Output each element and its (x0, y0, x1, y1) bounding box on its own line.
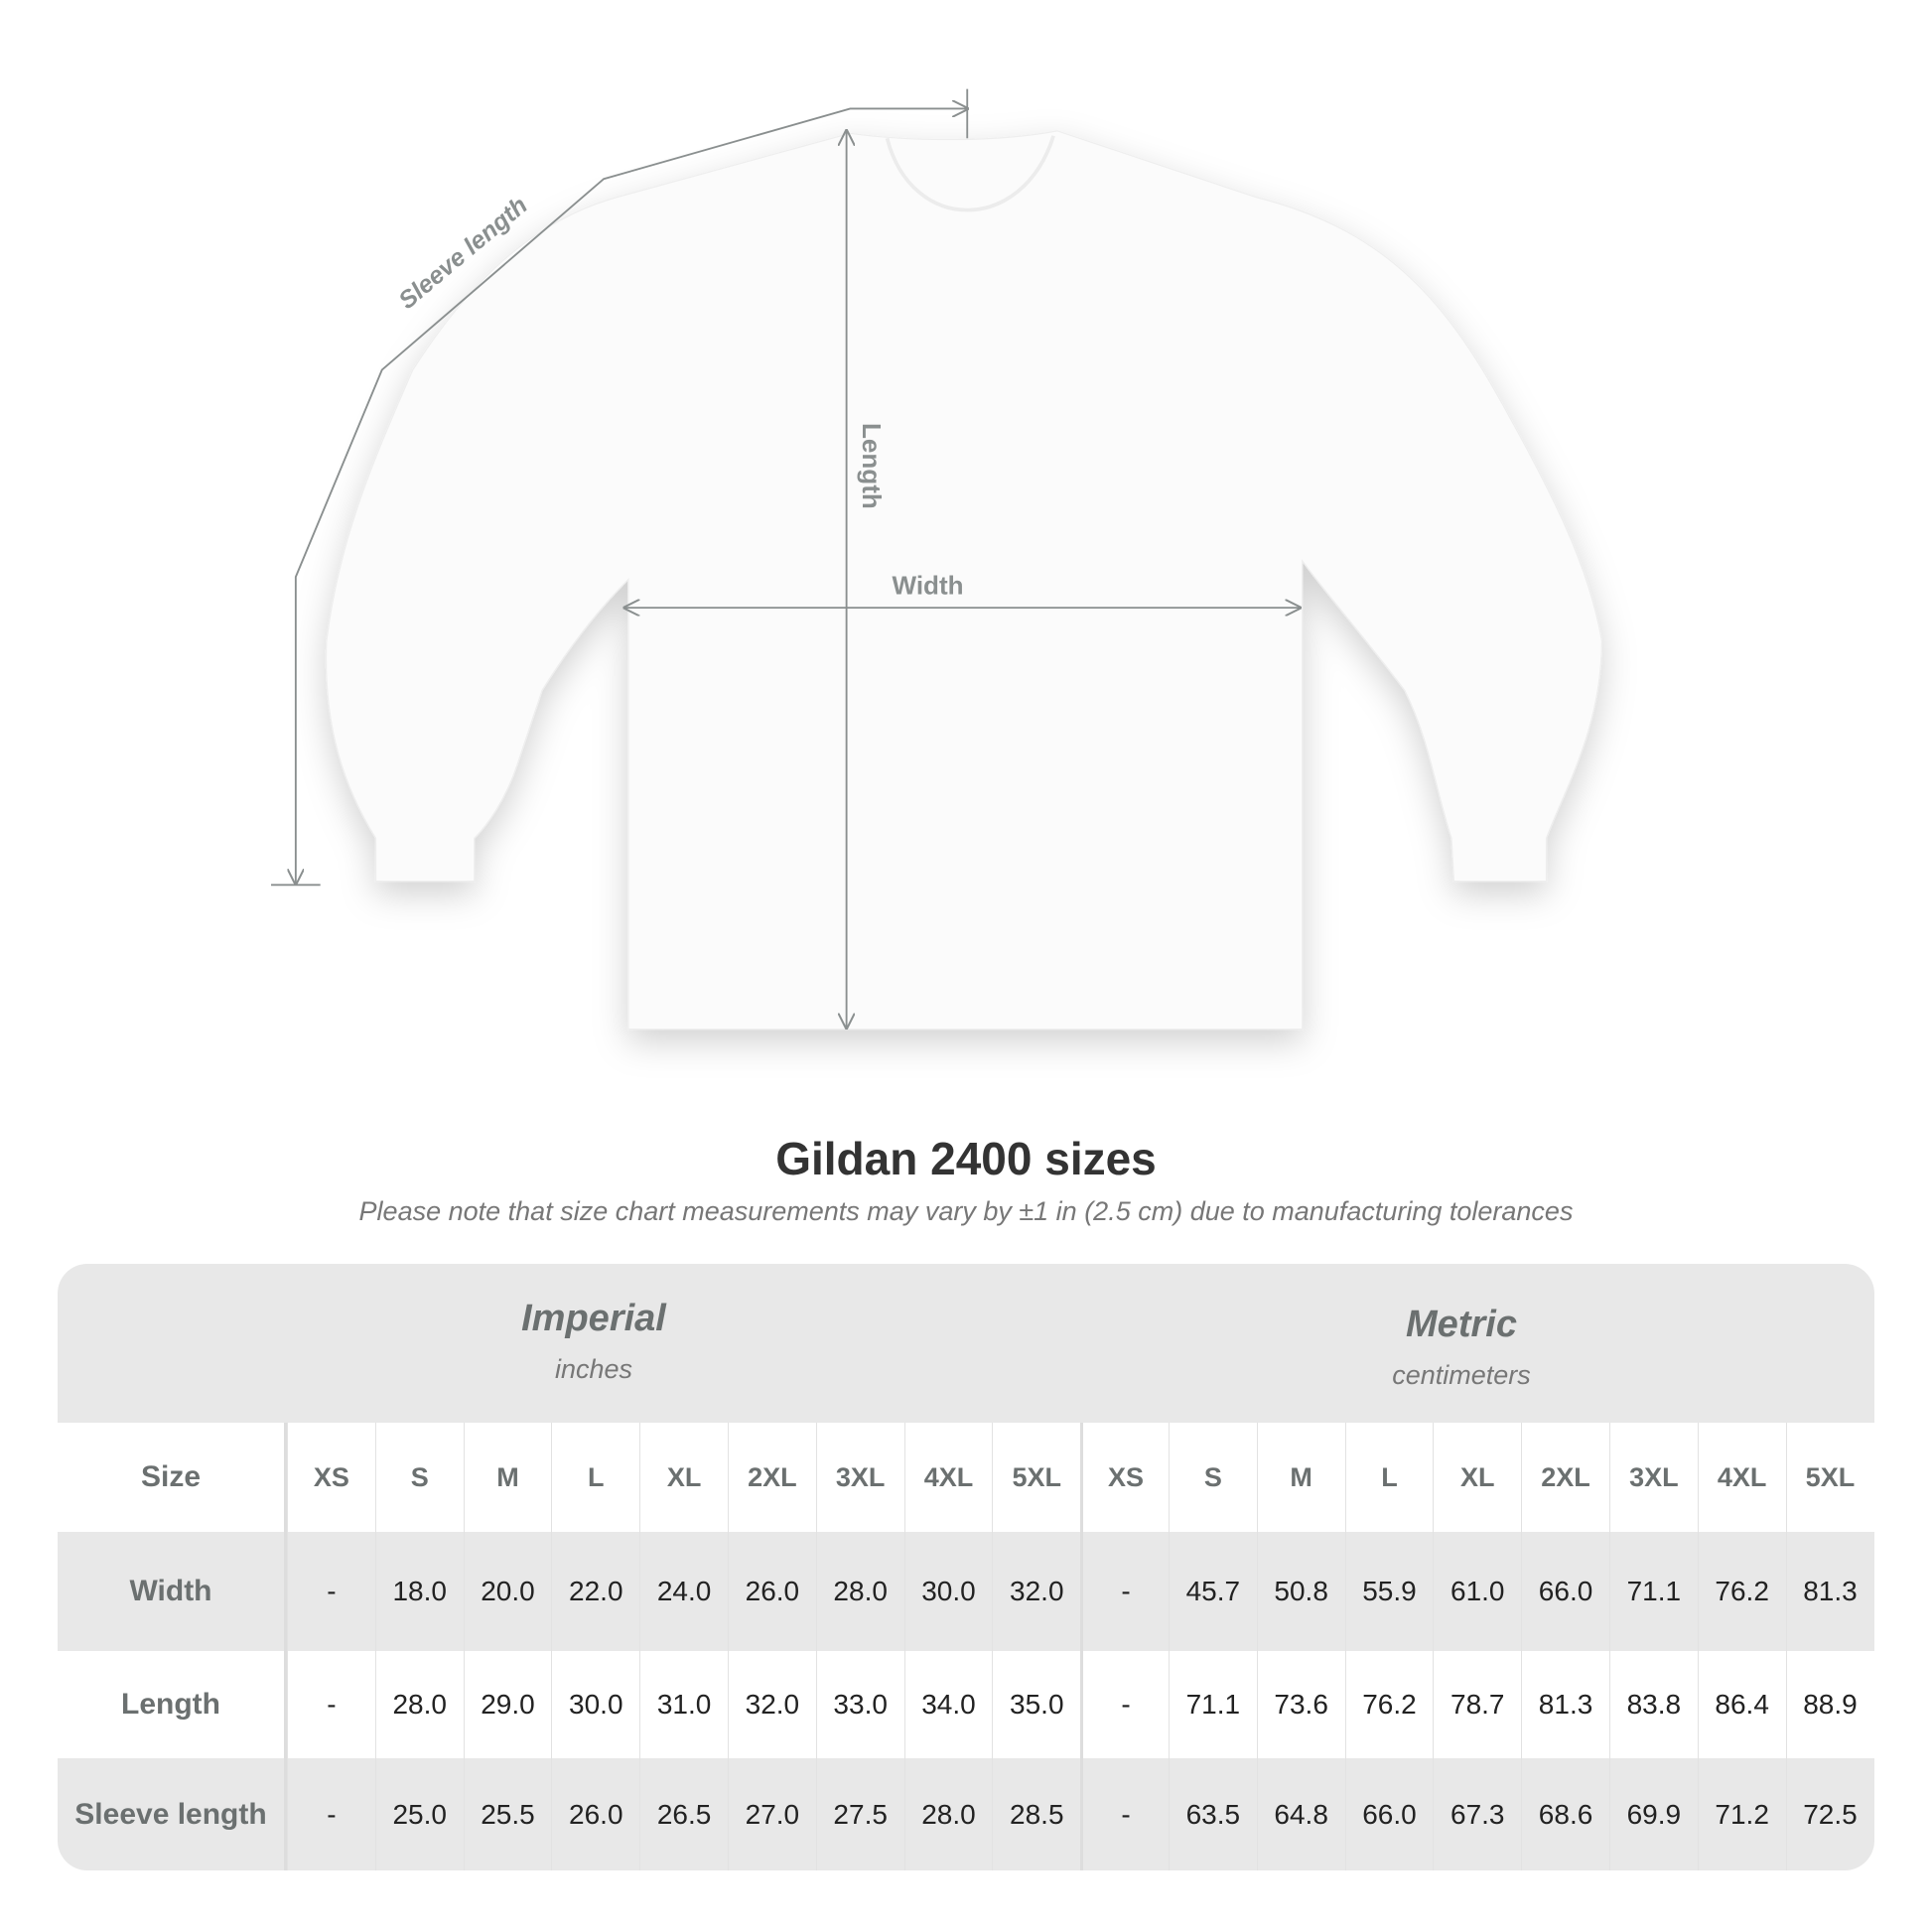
long-sleeve-shirt (325, 130, 1603, 1031)
value-cell: 29.0 (463, 1651, 552, 1758)
size-header-cell: 3XL (815, 1423, 904, 1532)
value-cell: 76.2 (1697, 1532, 1786, 1651)
size-header-cell: M (1256, 1423, 1345, 1532)
size-header-cell: S (1168, 1423, 1257, 1532)
size-header-cell: S (374, 1423, 464, 1532)
value-cell: 86.4 (1697, 1651, 1786, 1758)
size-header-cell: 3XL (1608, 1423, 1698, 1532)
page-title: Gildan 2400 sizes (775, 1133, 1157, 1184)
table-row: Width -18.0 20.0 22.0 24.0 26.0 28.0 30.0 32.0-4… (58, 1532, 1874, 1651)
row-label: Width (58, 1532, 287, 1651)
size-header-cell: XL (1433, 1423, 1521, 1532)
value-cell: 63.5 (1168, 1758, 1257, 1870)
value-cell: 61.0 (1433, 1532, 1521, 1651)
tolerance-note: Please note that size chart measurements… (358, 1196, 1574, 1226)
value-cell: 18.0 (374, 1532, 464, 1651)
value-cell: - (287, 1651, 375, 1758)
value-cell: 28.0 (903, 1758, 993, 1870)
value-cell: 27.5 (815, 1758, 904, 1870)
value-cell: 81.3 (1521, 1651, 1609, 1758)
value-cell: - (287, 1758, 375, 1870)
value-cell: 64.8 (1256, 1758, 1345, 1870)
value-cell: 27.0 (727, 1758, 816, 1870)
size-header-cell: 4XL (1697, 1423, 1786, 1532)
value-cell: 25.5 (463, 1758, 552, 1870)
table-row: Sleeve length -25.0 25.5 26.0 26.5 27.0 27.5 28… (58, 1758, 1874, 1870)
size-header-cell: 2XL (727, 1423, 816, 1532)
length-label: Length (857, 423, 887, 509)
value-cell: 78.7 (1433, 1651, 1521, 1758)
size-header-cell: L (1344, 1423, 1434, 1532)
value-cell: 68.6 (1521, 1758, 1609, 1870)
size-header-cell: XS (1080, 1423, 1169, 1532)
value-cell: 72.5 (1785, 1758, 1874, 1870)
value-cell: 34.0 (903, 1651, 993, 1758)
value-cell: 30.0 (551, 1651, 639, 1758)
value-cell: 83.8 (1608, 1651, 1698, 1758)
value-cell: 25.0 (374, 1758, 464, 1870)
units-header: Imperial inches Metric centimeters (58, 1264, 1874, 1423)
value-cell: 71.2 (1697, 1758, 1786, 1870)
metric-header: Metric centimeters (1114, 1304, 1809, 1391)
value-cell: 66.0 (1521, 1532, 1609, 1651)
size-label: Size (58, 1423, 287, 1532)
metric-unit: centimeters (1392, 1360, 1531, 1390)
row-label: Sleeve length (58, 1758, 287, 1870)
size-header-cell: XL (639, 1423, 728, 1532)
imperial-unit: inches (554, 1354, 633, 1384)
size-header-cell: 5XL (1785, 1423, 1874, 1532)
value-cell: 76.2 (1344, 1651, 1434, 1758)
size-table: Imperial inches Metric centimeters Size … (58, 1264, 1874, 1870)
value-cell: 31.0 (639, 1651, 728, 1758)
value-cell: 32.0 (727, 1651, 816, 1758)
value-cell: 26.0 (727, 1532, 816, 1651)
value-cell: 28.0 (815, 1532, 904, 1651)
value-cell: 20.0 (463, 1532, 552, 1651)
value-cell: 50.8 (1256, 1532, 1345, 1651)
value-cell: 28.5 (992, 1758, 1080, 1870)
value-cell: 73.6 (1256, 1651, 1345, 1758)
imperial-header: Imperial inches (246, 1298, 941, 1385)
value-cell: - (1080, 1758, 1169, 1870)
row-label: Length (58, 1651, 287, 1758)
size-header-cell: 2XL (1521, 1423, 1609, 1532)
value-cell: 26.5 (639, 1758, 728, 1870)
value-cell: 69.9 (1608, 1758, 1698, 1870)
value-cell: 88.9 (1785, 1651, 1874, 1758)
size-header-cell: M (463, 1423, 552, 1532)
sleeve-length-measure (271, 88, 967, 887)
size-header-cell: XS (287, 1423, 375, 1532)
value-cell: - (287, 1532, 375, 1651)
value-cell: 55.9 (1344, 1532, 1434, 1651)
value-cell: 22.0 (551, 1532, 639, 1651)
size-header-row: Size XS S M L XL 2XL 3XL 4XL 5XL XS S M L XL 2XL 3XL 4XL… (58, 1423, 1874, 1532)
value-cell: 66.0 (1344, 1758, 1434, 1870)
size-header-cell: L (551, 1423, 639, 1532)
value-cell: 28.0 (374, 1651, 464, 1758)
table-row: Length -28.0 29.0 30.0 31.0 32.0 33.0 34.0 35.0-… (58, 1651, 1874, 1758)
value-cell: - (1080, 1651, 1169, 1758)
value-cell: 26.0 (551, 1758, 639, 1870)
imperial-title: Imperial (521, 1298, 666, 1339)
value-cell: 35.0 (992, 1651, 1080, 1758)
width-label: Width (892, 570, 963, 600)
size-header-cell: 4XL (903, 1423, 993, 1532)
size-header-cell: 5XL (992, 1423, 1080, 1532)
value-cell: 67.3 (1433, 1758, 1521, 1870)
value-cell: 32.0 (992, 1532, 1080, 1651)
value-cell: 71.1 (1608, 1532, 1698, 1651)
metric-title: Metric (1406, 1304, 1517, 1345)
value-cell: 45.7 (1168, 1532, 1257, 1651)
value-cell: 24.0 (639, 1532, 728, 1651)
value-cell: 30.0 (903, 1532, 993, 1651)
value-cell: 81.3 (1785, 1532, 1874, 1651)
shirt-diagram: Sleeve length Length Width (271, 88, 1603, 1031)
value-cell: 71.1 (1168, 1651, 1257, 1758)
value-cell: 33.0 (815, 1651, 904, 1758)
value-cell: - (1080, 1532, 1169, 1651)
